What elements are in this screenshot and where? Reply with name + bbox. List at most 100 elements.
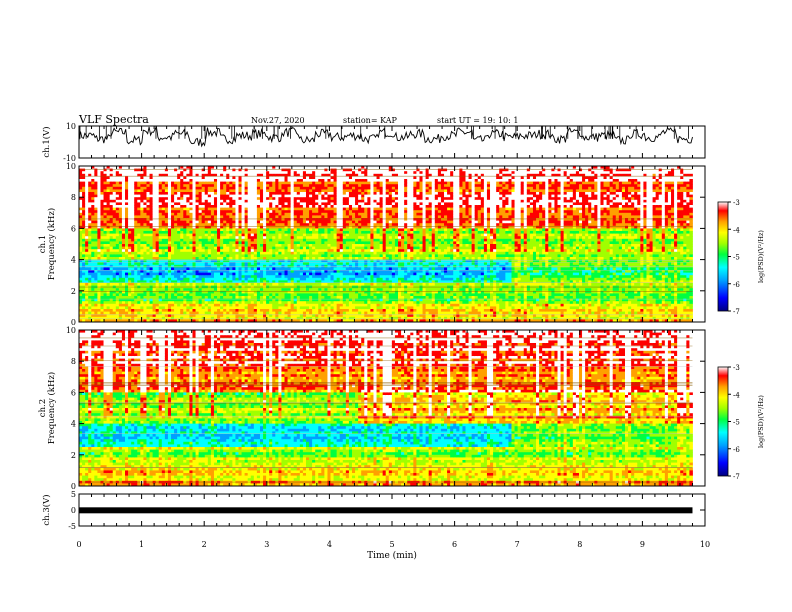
spectrogram-cell — [164, 241, 169, 245]
spectrogram-cell — [284, 280, 288, 284]
spectrogram-cell — [106, 257, 111, 260]
spectrogram-cell — [115, 270, 120, 273]
spectrogram-cell — [217, 236, 221, 240]
spectrogram-cell — [164, 259, 169, 263]
spectrogram-cell — [278, 311, 282, 315]
spectrogram-cell — [125, 225, 129, 229]
spectrogram-cell — [305, 199, 310, 203]
spectrogram-cell — [204, 220, 209, 224]
spectrogram-cell — [210, 272, 215, 276]
spectrogram-cell — [201, 168, 206, 172]
spectrogram-cell — [94, 251, 98, 255]
spectrogram-cell — [266, 210, 270, 214]
spectrogram-cell — [149, 283, 154, 286]
spectrogram-cell — [321, 272, 325, 276]
spectrogram-cell — [158, 218, 163, 221]
spectrogram-cell — [198, 316, 203, 320]
spectrogram-cell — [149, 236, 154, 240]
spectrogram-cell — [171, 262, 175, 266]
spectrogram-cell — [85, 301, 89, 305]
spectrogram-cell — [309, 215, 313, 219]
spectrogram-cell — [299, 319, 304, 323]
spectrogram-cell — [180, 301, 184, 305]
spectrogram-cell — [204, 176, 209, 180]
spectrogram-cell — [235, 319, 239, 323]
spectrogram-cell — [85, 296, 89, 299]
spectrogram-cell — [198, 262, 203, 266]
spectrogram-cell — [293, 280, 298, 284]
spectrogram-cell — [112, 199, 117, 203]
spectrogram-cell — [103, 192, 108, 195]
spectrogram-cell — [281, 218, 285, 221]
spectrogram-cell — [207, 189, 212, 193]
spectrogram-cell — [232, 303, 236, 307]
spectrogram-cell — [244, 293, 249, 297]
spectrogram-cell — [318, 303, 322, 307]
spectrogram-cell — [201, 210, 206, 214]
spectrogram-cell — [315, 199, 319, 203]
spectrogram-cell — [302, 275, 307, 279]
spectrogram-cell — [171, 293, 175, 297]
spectrogram-cell — [186, 280, 190, 284]
spectrogram-cell — [207, 257, 212, 260]
spectrogram-cell — [305, 218, 310, 221]
spectrogram-cell — [112, 249, 117, 253]
spectrogram-cell — [174, 288, 178, 292]
spectrogram-cell — [296, 303, 301, 307]
spectrogram-cell — [167, 168, 172, 172]
spectrogram-cell — [281, 288, 285, 292]
spectrogram-cell — [91, 262, 95, 266]
spectrogram-cell — [266, 233, 270, 237]
spectrogram-cell — [318, 202, 322, 206]
spectrogram-cell — [217, 290, 221, 294]
spectrogram-cell — [256, 205, 261, 208]
spectrogram-cell — [293, 179, 298, 182]
spectrogram-cell — [137, 272, 141, 276]
spectrogram-cell — [174, 205, 178, 208]
spectrogram-cell — [296, 176, 301, 180]
spectrogram-cell — [94, 228, 98, 232]
spectrogram-cell — [312, 290, 316, 294]
spectrogram-cell — [106, 280, 111, 284]
spectrogram-cell — [82, 262, 86, 266]
spectrogram-cell — [213, 218, 218, 221]
spectrogram-cell — [223, 306, 227, 310]
spectrogram-cell — [109, 311, 114, 315]
spectrogram-cell — [312, 166, 316, 169]
spectrogram-cell — [315, 197, 319, 201]
spectrogram-cell — [299, 306, 304, 310]
spectrogram-cell — [287, 189, 292, 193]
spectrogram-cell — [247, 309, 252, 312]
spectrogram-cell — [247, 205, 252, 208]
spectrogram-cell — [131, 202, 135, 206]
spectrogram-cell — [106, 210, 111, 214]
spectrogram-cell — [140, 197, 144, 201]
spectrogram-cell — [269, 311, 273, 315]
spectrogram-cell — [312, 288, 316, 292]
spectrogram-cell — [241, 202, 246, 206]
spectrogram-cell — [235, 262, 239, 266]
spectrogram-cell — [309, 236, 313, 240]
spectrogram-cell — [143, 199, 147, 203]
spectrogram-cell — [134, 173, 138, 177]
spectrogram-cell — [186, 166, 190, 169]
spectrogram-cell — [164, 246, 169, 250]
spectrogram-cell — [174, 319, 178, 323]
spectrogram-cell — [293, 173, 298, 177]
spectrogram-cell — [158, 314, 163, 318]
spectrogram-cell — [226, 220, 230, 224]
spectrogram-cell — [272, 259, 276, 263]
spectrogram-cell — [192, 212, 196, 216]
spectrogram-cell — [272, 168, 276, 172]
spectrogram-cell — [250, 202, 255, 206]
spectrogram-cell — [125, 254, 129, 258]
spectrogram-cell — [305, 280, 310, 284]
spectrogram-cell — [272, 173, 276, 177]
spectrogram-cell — [152, 275, 157, 279]
spectrogram-cell — [204, 309, 209, 312]
spectrogram-cell — [204, 218, 209, 221]
spectrogram-cell — [287, 238, 292, 242]
spectrogram-cell — [244, 166, 249, 169]
spectrogram-cell — [134, 311, 138, 315]
spectrogram-cell — [256, 236, 261, 240]
